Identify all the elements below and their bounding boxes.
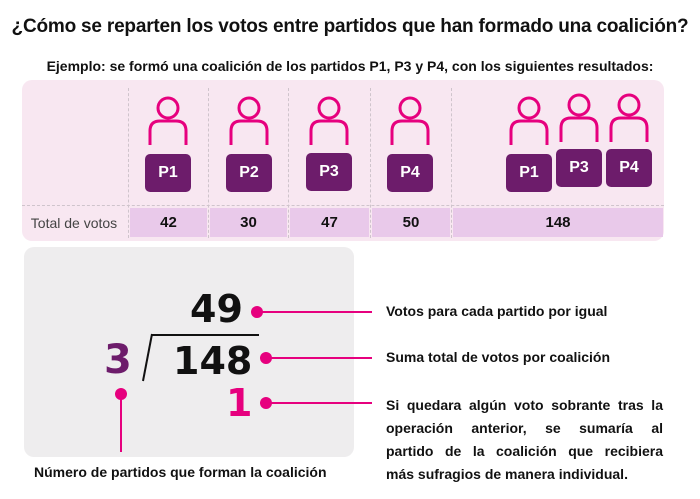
quotient-annotation: Votos para cada partido por igual xyxy=(386,303,608,319)
person-icon xyxy=(148,96,188,145)
remainder-annotation-line: Si quedara algún voto sobrante tras la xyxy=(386,397,663,413)
party-box-p2: P2 xyxy=(226,154,272,192)
party-box-p1: P1 xyxy=(145,154,191,192)
votes-cell-p2: 30 xyxy=(210,208,287,237)
divisor-annotation: Número de partidos que forman la coalici… xyxy=(34,464,327,480)
person-icon xyxy=(390,96,430,145)
remainder-connector-dot xyxy=(260,397,272,409)
dividend-connector-line xyxy=(271,357,372,359)
column-divider xyxy=(208,88,209,238)
person-icon xyxy=(609,93,649,142)
column-divider xyxy=(128,88,129,238)
remainder-connector-line xyxy=(271,402,372,404)
division-bar xyxy=(151,334,259,336)
votes-cell-p1: 42 xyxy=(130,208,207,237)
person-icon xyxy=(509,96,549,145)
division-panel xyxy=(24,247,354,457)
remainder-value: 1 xyxy=(226,381,253,425)
person-icon xyxy=(309,96,349,145)
quotient-value: 49 xyxy=(190,287,243,331)
dividend-value: 148 xyxy=(173,339,253,383)
person-icon xyxy=(559,93,599,142)
votes-cell-coalition: 148 xyxy=(453,208,663,237)
coalition-box-p4: P4 xyxy=(606,149,652,187)
divisor-value: 3 xyxy=(104,337,132,383)
column-divider xyxy=(451,88,452,238)
votes-cell-p3: 47 xyxy=(290,208,369,237)
dividend-connector-dot xyxy=(260,352,272,364)
total-votes-label: Total de votos xyxy=(30,215,118,231)
example-subtitle: Ejemplo: se formó una coalición de los p… xyxy=(46,58,654,74)
remainder-annotation-line: operación anterior, se sumaría al xyxy=(386,420,663,436)
page-title: ¿Cómo se reparten los votos entre partid… xyxy=(11,16,689,37)
division-bracket xyxy=(142,333,153,382)
votes-cell-p4: 50 xyxy=(372,208,450,237)
row-divider xyxy=(22,205,664,206)
column-divider xyxy=(288,88,289,238)
column-divider xyxy=(370,88,371,238)
coalition-box-p1: P1 xyxy=(506,154,552,192)
remainder-annotation-line: partido de la coalición que recibiera xyxy=(386,443,663,459)
remainder-annotation: Si quedara algún voto sobrante tras la o… xyxy=(386,394,663,486)
party-box-p4: P4 xyxy=(387,154,433,192)
remainder-annotation-line: más sufragios de manera individual. xyxy=(386,466,628,482)
party-box-p3: P3 xyxy=(306,153,352,191)
coalition-box-p3: P3 xyxy=(556,149,602,187)
divisor-connector-dot xyxy=(115,388,127,400)
divisor-connector-line xyxy=(120,398,122,452)
dividend-annotation: Suma total de votos por coalición xyxy=(386,349,611,365)
quotient-connector-dot xyxy=(251,306,263,318)
person-icon xyxy=(229,96,269,145)
quotient-connector-line xyxy=(262,311,372,313)
